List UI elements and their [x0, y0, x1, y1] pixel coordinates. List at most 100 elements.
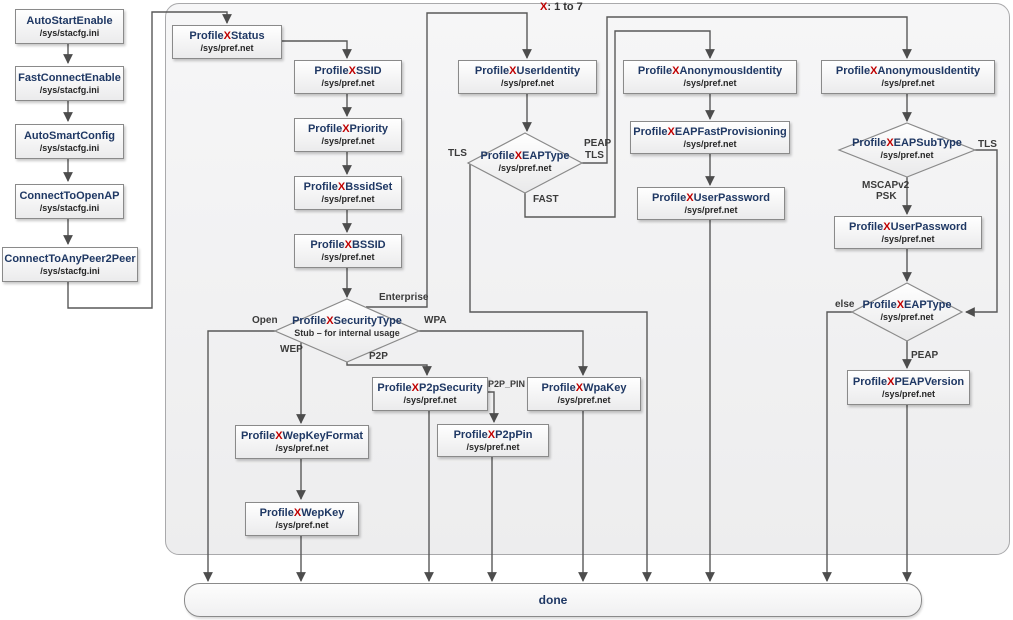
diamond-securitytype	[273, 298, 421, 363]
x-placeholder: X	[293, 507, 302, 519]
node-path: /sys/pref.net	[466, 441, 520, 452]
edge-label-p2p: P2P	[369, 351, 388, 362]
x-placeholder: X	[883, 220, 891, 233]
node-title: ProfileXUserIdentity	[474, 65, 581, 77]
node-profile-p2psecurity: ProfileXP2pSecurity /sys/pref.net	[372, 377, 488, 411]
node-fastconnectenable: FastConnectEnable /sys/stacfg.ini	[15, 66, 124, 101]
node-path: /sys/stacfg.ini	[40, 265, 100, 276]
node-profile-wpakey: ProfileXWpaKey /sys/pref.net	[527, 377, 641, 411]
edge-label-wep: WEP	[280, 344, 303, 355]
x-placeholder: X	[509, 65, 517, 77]
edge-p2ppin-branch	[486, 391, 499, 423]
node-autostartenable: AutoStartEnable /sys/stacfg.ini	[15, 9, 124, 44]
edge-label-tls-1: TLS	[448, 148, 467, 159]
x-placeholder: X	[870, 65, 878, 77]
node-profile-bssidset: ProfileXBssidSet /sys/pref.net	[294, 176, 402, 210]
node-path: /sys/pref.net	[683, 78, 737, 88]
node-title: AutoSmartConfig	[23, 129, 116, 142]
node-path: /sys/pref.net	[684, 204, 738, 215]
node-path: /sys/pref.net	[321, 194, 375, 204]
x-placeholder: X	[275, 430, 283, 442]
node-path: /sys/pref.net	[321, 252, 375, 262]
x-placeholder: X	[887, 375, 895, 388]
node-title: ProfileXWpaKey	[541, 382, 627, 394]
node-path: /sys/stacfg.ini	[39, 27, 100, 38]
node-profile-wepkeyformat: ProfileXWepKeyFormat /sys/pref.net	[235, 425, 369, 459]
node-path: /sys/pref.net	[321, 78, 375, 88]
edge-label-wpa: WPA	[424, 315, 447, 326]
edge-label-tls-2: TLS	[978, 139, 997, 150]
node-title: ProfileXStatus	[189, 30, 265, 42]
node-title: ProfileXPriority	[307, 123, 389, 135]
node-profile-anonymousidentity-1: ProfileXAnonymousIdentity /sys/pref.net	[623, 60, 797, 94]
node-path: /sys/pref.net	[683, 138, 737, 149]
node-title: ProfileXSSID	[314, 65, 382, 77]
node-title: ProfileXAnonymousIdentity	[835, 65, 981, 77]
node-profile-wepkey: ProfileXWepKey /sys/pref.net	[245, 502, 359, 536]
diamond-eaptype-2	[850, 282, 964, 342]
edge-eaptype-tls-done	[468, 162, 652, 582]
edge-wpa-branch	[419, 330, 588, 376]
node-profile-userpassword-2: ProfileXUserPassword /sys/pref.net	[834, 216, 982, 249]
edge-label-fast: FAST	[533, 194, 559, 205]
node-title: ProfileXP2pPin	[453, 428, 533, 441]
node-title: ProfileXEAPFastProvisioning	[633, 125, 787, 138]
edge-label-peap-tls-line1: PEAP	[584, 138, 612, 149]
node-path: /sys/pref.net	[881, 388, 936, 399]
edge-label-mscapv2: MSCAPv2	[862, 180, 910, 191]
node-profile-ssid: ProfileXSSID /sys/pref.net	[294, 60, 402, 94]
x-placeholder: X	[223, 30, 231, 42]
x-placeholder: X	[344, 239, 352, 251]
node-title: AutoStartEnable	[26, 14, 113, 27]
edge-label-enterprise: Enterprise	[379, 292, 429, 303]
node-title: ConnectToAnyPeer2Peer	[4, 252, 136, 265]
profile-flow-container	[165, 3, 1010, 555]
node-path: /sys/pref.net	[275, 520, 329, 530]
node-title: ProfileXPEAPVersion	[852, 375, 965, 388]
node-title: FastConnectEnable	[18, 71, 121, 84]
edge-status-ssid	[280, 40, 352, 59]
node-path: /sys/pref.net	[321, 136, 375, 146]
node-path: /sys/pref.net	[275, 443, 329, 453]
node-connecttoanypeer2peer: ConnectToAnyPeer2Peer /sys/stacfg.ini	[2, 247, 138, 282]
x-placeholder: X	[348, 65, 356, 77]
node-profile-useridentity: ProfileXUserIdentity /sys/pref.net	[458, 60, 597, 94]
edge-open-branch	[203, 330, 275, 582]
done-terminator: done	[184, 583, 922, 617]
edge-label-open: Open	[252, 315, 278, 326]
x-placeholder: X	[487, 428, 496, 441]
diamond-eapsubtype	[837, 122, 977, 178]
node-path: /sys/stacfg.ini	[39, 84, 100, 95]
node-path: /sys/stacfg.ini	[39, 202, 100, 213]
node-title: ProfileXP2pSecurity	[377, 382, 483, 394]
node-profile-priority: ProfileXPriority /sys/pref.net	[294, 118, 402, 152]
edge-inicolumn-to-status	[67, 11, 232, 309]
node-title: ConnectToOpenAP	[19, 189, 120, 202]
node-path: /sys/pref.net	[403, 395, 457, 405]
node-profile-anonymousidentity-2: ProfileXAnonymousIdentity /sys/pref.net	[821, 60, 995, 94]
edge-label-peap: PEAP	[911, 350, 939, 361]
node-title: ProfileXWepKeyFormat	[240, 430, 364, 442]
edge-label-peap-tls-line2: TLS	[585, 150, 604, 161]
diamond-eaptype-1	[466, 132, 584, 194]
x-placeholder: X	[575, 382, 584, 394]
edge-eapsubtype-tls-eaptype2	[965, 149, 998, 317]
edge-eaptype2-else-done	[822, 311, 852, 582]
node-profile-status: ProfileXStatus /sys/pref.net	[172, 25, 282, 59]
node-title: ProfileXBssidSet	[303, 181, 393, 193]
x-placeholder: X	[667, 125, 675, 138]
x-placeholder: X	[337, 181, 346, 193]
node-profile-userpassword-1: ProfileXUserPassword /sys/pref.net	[637, 187, 785, 220]
x-placeholder: X	[342, 123, 350, 135]
edge-eaptype-fast-anonid1	[524, 30, 715, 218]
edge-label-p2p-pin: P2P_PIN	[488, 379, 526, 389]
node-title: ProfileXWepKey	[259, 507, 345, 519]
node-title: ProfileXAnonymousIdentity	[637, 65, 783, 77]
edge-enterprise-branch	[366, 12, 532, 308]
node-path: /sys/pref.net	[500, 78, 555, 88]
x-placeholder: X	[672, 65, 680, 77]
node-connecttoopenap: ConnectToOpenAP /sys/stacfg.ini	[15, 184, 124, 219]
node-title: ProfileXUserPassword	[848, 220, 967, 233]
